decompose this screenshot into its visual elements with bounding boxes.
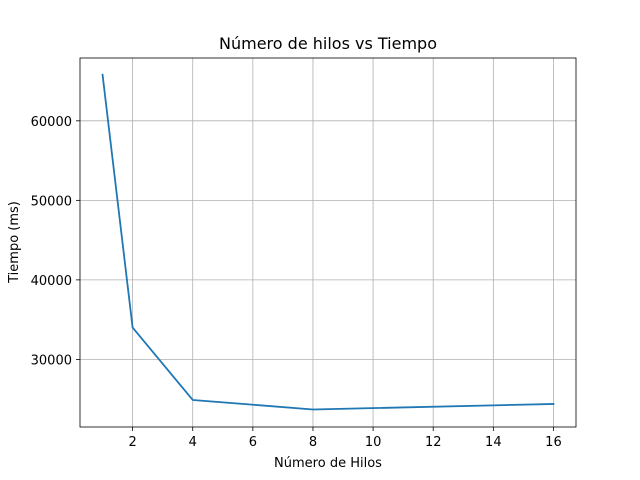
x-tick-label: 16	[545, 435, 562, 450]
x-axis: 2 4 6 8 10 12 14 16	[128, 427, 562, 450]
y-axis-title: Tiempo (ms)	[7, 201, 22, 284]
x-tick-label: 6	[249, 435, 257, 450]
y-tick-label: 30000	[31, 353, 72, 368]
grid-lines	[80, 58, 576, 427]
x-tick-label: 10	[365, 435, 382, 450]
x-tick-label: 2	[128, 435, 136, 450]
y-tick-label: 40000	[31, 274, 72, 289]
plot-frame	[79, 57, 577, 428]
chart-title: Número de hilos vs Tiempo	[219, 34, 437, 53]
x-tick-label: 14	[485, 435, 502, 450]
series-layer	[101, 73, 555, 411]
x-tick-label: 8	[309, 435, 317, 450]
y-axis: 30000 40000 50000 60000	[31, 115, 80, 368]
x-tick-label: 4	[189, 435, 197, 450]
x-axis-title: Número de Hilos	[274, 456, 382, 471]
y-tick-label: 60000	[31, 115, 72, 130]
x-tick-label: 12	[425, 435, 442, 450]
y-tick-label: 50000	[31, 194, 72, 209]
series-line-1	[101, 73, 555, 411]
